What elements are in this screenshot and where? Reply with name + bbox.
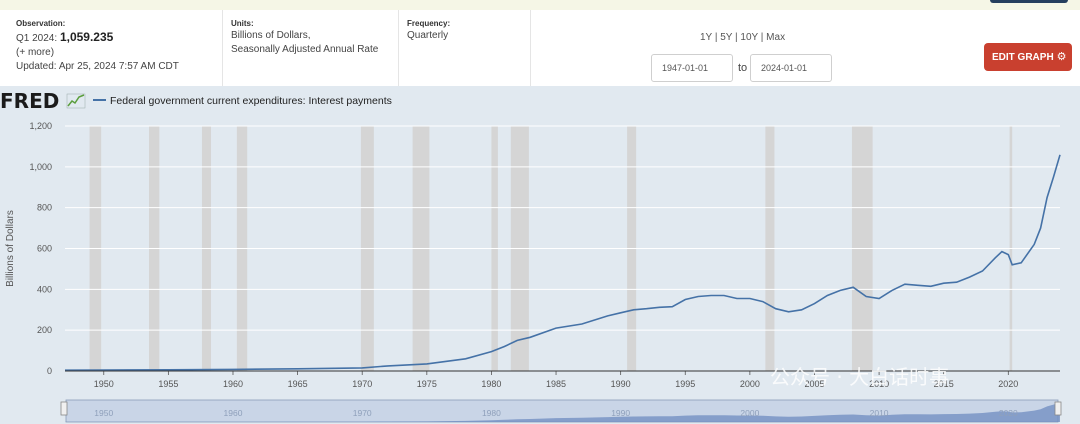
y-tick-label: 600 [37, 244, 52, 254]
fred-logo-chart-icon [66, 93, 86, 109]
x-tick-label: 1985 [546, 379, 566, 389]
observation-value: 1,059.235 [59, 30, 114, 44]
navigator-tick-label: 2010 [870, 408, 889, 418]
units-line1: Billions of Dollars, [231, 30, 311, 41]
range-links[interactable]: 1Y | 5Y | 10Y | Max [700, 32, 786, 43]
frequency-value[interactable]: Quarterly [407, 30, 449, 41]
x-tick-label: 1970 [352, 379, 372, 389]
frequency-panel: Frequency: Quarterly [398, 10, 530, 86]
x-tick-label: 2005 [804, 379, 824, 389]
y-tick-label: 0 [47, 366, 52, 376]
observation-value-line: Q1 2024: 1,059.235 [16, 30, 206, 46]
navigator-tick-label: 2020 [999, 408, 1018, 418]
series-line-interest-payments[interactable] [64, 154, 1061, 371]
watermark-text: 公众号 · 大白话时事 [770, 365, 949, 389]
navigator-right-handle[interactable] [1054, 401, 1062, 416]
navigator-tick-label: 1950 [94, 408, 113, 418]
more-link[interactable]: (+ more) [16, 47, 55, 58]
updated-text: Updated: Apr 25, 2024 7:57 AM CDT [16, 61, 179, 72]
edit-graph-button[interactable]: EDIT GRAPH ⚙ [984, 43, 1072, 71]
line-chart: 0 200 400 600 800 1,000 1,200 1950 1955 1960 1965… [0, 89, 1062, 423]
chart-area: 0 200 400 600 800 1,000 1,200 1950 1955 1960 1965… [0, 86, 1080, 424]
x-axis-ticks: 1950 1955 1960 1965 1970 1975 1980 1985 1990 1995… [94, 371, 1018, 389]
legend-label: Federal government current expenditures:… [110, 95, 392, 107]
edit-graph-label: EDIT GRAPH [992, 52, 1054, 63]
y-axis-ticks: 0 200 400 600 800 1,000 1,200 [29, 121, 52, 376]
navigator-tick-label: 2000 [740, 408, 759, 418]
end-date-input[interactable]: 2024-01-01 [750, 54, 832, 82]
x-tick-label: 2020 [998, 379, 1018, 389]
x-tick-label: 2000 [740, 379, 760, 389]
x-tick-label: 1960 [223, 379, 243, 389]
units-line2: Seasonally Adjusted Annual Rate [231, 44, 379, 55]
observation-panel: Observation: Q1 2024: 1,059.235 (+ more)… [16, 10, 206, 86]
y-tick-label: 200 [37, 325, 52, 335]
x-tick-label: 2010 [869, 379, 889, 389]
divider [530, 10, 531, 86]
y-tick-label: 1,200 [29, 121, 52, 131]
top-banner [0, 0, 1080, 10]
fred-logo-text: FRED [0, 89, 59, 113]
x-tick-label: 1955 [158, 379, 178, 389]
x-tick-label: 1950 [94, 379, 114, 389]
y-axis-label: Billions of Dollars [5, 210, 16, 287]
y-tick-label: 400 [37, 284, 52, 294]
x-tick-label: 1980 [481, 379, 501, 389]
y-tick-label: 1,000 [29, 162, 52, 172]
range-navigator[interactable]: 1950 1960 1970 1980 1990 2000 2010 2020 [60, 399, 1062, 423]
navigator-tick-label: 1990 [611, 408, 630, 418]
y-tick-label: 800 [37, 203, 52, 213]
gear-icon: ⚙ [1056, 51, 1067, 63]
navigator-tick-label: 1960 [224, 408, 243, 418]
navigator-series-area [65, 402, 1060, 422]
frequency-label: Frequency: [407, 19, 451, 28]
fred-logo[interactable]: FRED [0, 89, 86, 113]
to-label: to [738, 62, 748, 74]
navigator-left-handle[interactable] [60, 401, 68, 416]
navigator-tick-label: 1980 [482, 408, 501, 418]
x-tick-label: 2015 [934, 379, 954, 389]
navigator-ticks: 1950 1960 1970 1980 1990 2000 2010 2020 [94, 408, 1018, 418]
x-tick-label: 1975 [417, 379, 437, 389]
start-date-input[interactable]: 1947-01-01 [651, 54, 733, 82]
units-label: Units: [231, 19, 254, 28]
top-tab[interactable] [990, 0, 1068, 3]
gridlines [65, 125, 1060, 331]
series-info-bar: Observation: Q1 2024: 1,059.235 (+ more)… [0, 10, 1080, 86]
x-tick-label: 1965 [288, 379, 308, 389]
units-panel: Units: Billions of Dollars, Seasonally A… [222, 10, 398, 86]
observation-period: Q1 2024: [16, 33, 58, 44]
navigator-tick-label: 1970 [353, 408, 372, 418]
x-tick-label: 1995 [675, 379, 695, 389]
observation-label: Observation: [16, 19, 66, 28]
x-tick-label: 1990 [611, 379, 631, 389]
